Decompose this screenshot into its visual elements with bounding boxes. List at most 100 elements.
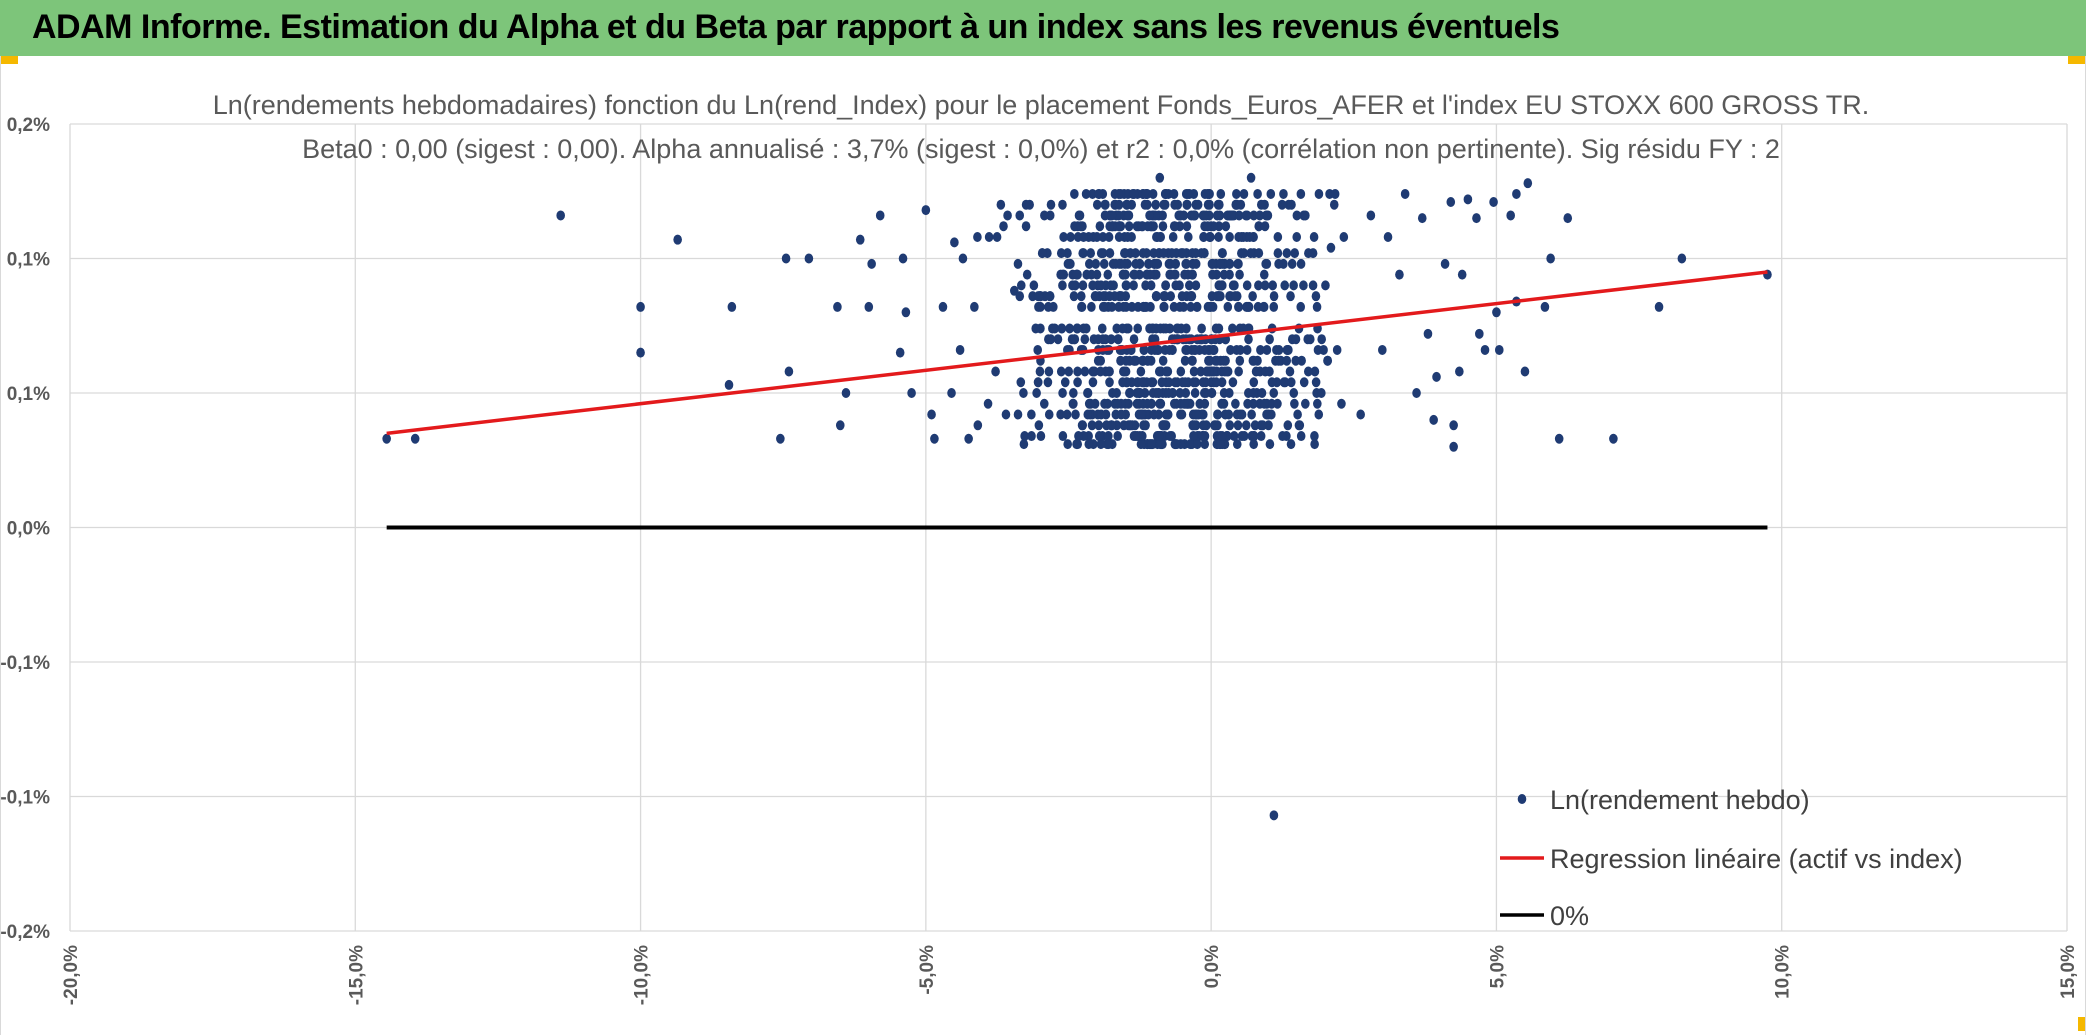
- scatter-point: [1220, 409, 1230, 420]
- scatter-point: [636, 301, 645, 312]
- scatter-point: [1201, 388, 1211, 398]
- scatter-point: [1463, 194, 1473, 205]
- scatter-point: [1155, 398, 1164, 409]
- scatter-point: [1190, 388, 1200, 398]
- scatter-point: [1366, 210, 1376, 221]
- scatter-point: [1159, 291, 1169, 302]
- scatter-point: [1554, 433, 1564, 444]
- scatter-point: [1191, 409, 1201, 420]
- scatter-point: [1105, 366, 1114, 377]
- scatter-point: [973, 420, 983, 431]
- scatter-point: [1016, 377, 1026, 388]
- scatter-point: [1129, 188, 1139, 199]
- scatter-point: [1020, 431, 1029, 442]
- scatter-point: [1170, 439, 1180, 450]
- corner-marker-right: [2068, 56, 2086, 64]
- x-tick-label: -5,0%: [917, 945, 938, 995]
- scatter-point: [1198, 431, 1208, 442]
- scatter-point: [1118, 323, 1127, 334]
- scatter-point: [1088, 188, 1097, 199]
- scatter-point: [1213, 420, 1222, 431]
- scatter-point: [1262, 344, 1272, 355]
- scatter-point: [1235, 269, 1244, 280]
- scatter-point: [898, 253, 908, 264]
- axis-labels: 0,2% 0,1% 0,1% 0,0% -0,1% -0,1% -0,2% -20,0% -15…: [0, 115, 2079, 1005]
- scatter-point: [1121, 269, 1130, 280]
- scatter-point: [1200, 398, 1210, 409]
- scatter-point: [1034, 420, 1044, 431]
- scatter-point: [1158, 355, 1168, 366]
- scatter-point: [1171, 258, 1181, 269]
- scatter-point: [1131, 258, 1141, 269]
- scatter-point: [1183, 188, 1193, 199]
- scatter-point: [1175, 301, 1185, 312]
- scatter-point: [1168, 231, 1178, 242]
- scatter-point: [1118, 377, 1127, 388]
- scatter-point: [1262, 409, 1271, 420]
- scatter-point: [1217, 398, 1226, 409]
- scatter-point: [1059, 269, 1069, 280]
- scatter-point: [1158, 210, 1167, 221]
- scatter-point: [1248, 291, 1257, 302]
- scatter-point: [1074, 431, 1083, 442]
- scatter-point: [1087, 301, 1096, 312]
- scatter-point: [1299, 377, 1309, 388]
- scatter-point: [1105, 221, 1114, 232]
- scatter-point: [410, 433, 420, 444]
- scatter-point: [1170, 199, 1179, 210]
- scatter-point: [1273, 248, 1283, 259]
- scatter-point: [1129, 269, 1139, 280]
- scatter-point: [1159, 248, 1168, 259]
- scatter-point: [1152, 269, 1161, 280]
- scatter-point: [1123, 231, 1132, 242]
- scatter-point: [1296, 188, 1306, 199]
- scatter-point: [1417, 213, 1427, 224]
- scatter-point: [1236, 344, 1245, 355]
- scatter-point: [1068, 280, 1077, 291]
- scatter-point: [1208, 269, 1217, 280]
- scatter-point: [1395, 269, 1404, 280]
- scatter-point: [1233, 420, 1243, 431]
- scatter-point: [1216, 188, 1226, 199]
- scatter-point: [1088, 280, 1097, 291]
- scatter-point: [382, 433, 391, 444]
- scatter-point: [1149, 409, 1159, 420]
- scatter-point: [1058, 199, 1067, 210]
- scatter-point: [1073, 377, 1082, 388]
- scatter-point: [1082, 269, 1092, 280]
- scatter-point: [1114, 188, 1124, 199]
- scatter-point: [1080, 366, 1090, 377]
- scatter-point: [1301, 210, 1310, 221]
- scatter-point: [1356, 409, 1365, 420]
- scatter-point: [1136, 366, 1146, 377]
- scatter-point: [1193, 199, 1203, 210]
- scatter-point: [1337, 398, 1346, 409]
- scatter-point: [1075, 210, 1085, 221]
- scatter-point: [1220, 366, 1230, 377]
- scatter-point: [1506, 210, 1515, 221]
- scatter-point: [1191, 248, 1200, 259]
- scatter-point: [1101, 199, 1110, 210]
- scatter-point: [983, 398, 993, 409]
- regression-line: [386, 270, 1768, 436]
- scatter-point: [1134, 388, 1144, 398]
- scatter-point: [1013, 258, 1023, 269]
- scatter-point: [1165, 431, 1175, 442]
- scatter-point: [776, 433, 785, 444]
- scatter-point: [1151, 323, 1161, 334]
- scatter-point: [1198, 377, 1208, 388]
- scatter-point: [1200, 188, 1210, 199]
- scatter-point: [1241, 210, 1251, 221]
- scatter-point: [1189, 377, 1198, 388]
- scatter-point: [1105, 248, 1115, 259]
- scatter-point: [1232, 188, 1241, 199]
- scatter-point: [875, 210, 885, 221]
- scatter-point: [1081, 188, 1091, 199]
- scatter-point: [1043, 377, 1053, 388]
- scatter-point: [1257, 388, 1267, 398]
- scatter-point: [1292, 210, 1302, 221]
- scatter-point: [1310, 431, 1319, 442]
- scatter-point: [1104, 439, 1114, 450]
- scatter-point: [927, 409, 936, 420]
